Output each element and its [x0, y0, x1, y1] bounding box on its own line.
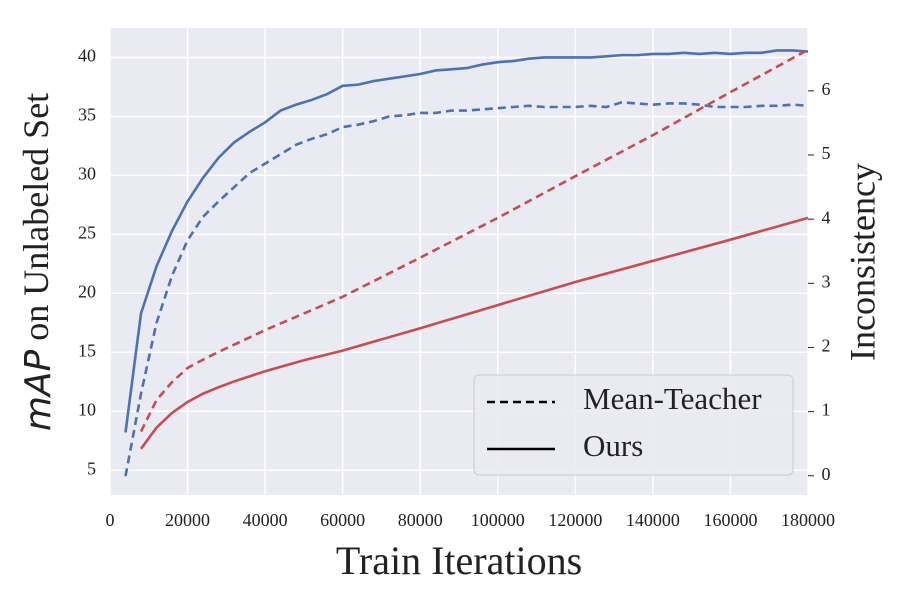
y-tick-label: 20 [78, 281, 96, 301]
x-tick-label: 100000 [471, 510, 525, 530]
y2-tick-label: 6 [822, 79, 831, 99]
y2-tick-label: 1 [822, 400, 831, 420]
lines [124, 48, 809, 477]
y2-tick-label: 0 [822, 464, 831, 484]
series-line [124, 100, 809, 477]
x-tick-label: 120000 [548, 510, 602, 530]
y2-tick-label: 4 [822, 207, 831, 227]
x-axis-label: Train Iterations [336, 538, 582, 583]
legend: Mean-Teacher Ours [473, 374, 794, 476]
y2-axis-label: Inconsistency [842, 163, 882, 361]
x-tick-label: 180000 [781, 510, 835, 530]
y2-tick-label: 2 [822, 336, 831, 356]
y-tick-label: 5 [87, 458, 96, 478]
y2-tick-label: 5 [822, 143, 831, 163]
x-tick-label: 0 [106, 510, 115, 530]
x-tick-label: 160000 [703, 510, 757, 530]
y-axis-label: mAP on Unlabeled Set [16, 93, 59, 431]
y-tick-label: 25 [78, 223, 96, 243]
series-line [139, 216, 809, 450]
y-axis-label-italic: mAP [18, 349, 59, 431]
x-tick-label: 60000 [320, 510, 365, 530]
y-axis-label-text: on Unlabeled Set [16, 93, 56, 341]
series-line [124, 49, 809, 433]
y-tick-label: 30 [78, 164, 96, 184]
x-tick-label: 140000 [626, 510, 680, 530]
y2-tick-label: 3 [822, 271, 831, 291]
y-tick-label: 10 [78, 399, 96, 419]
x-tick-label: 40000 [243, 510, 288, 530]
series-line [139, 48, 809, 433]
legend-label: Ours [583, 428, 643, 463]
x-tick-label: 20000 [165, 510, 210, 530]
y-tick-label: 15 [78, 340, 96, 360]
x-tick-label: 80000 [398, 510, 443, 530]
legend-label: Mean-Teacher [583, 381, 762, 416]
y-tick-label: 35 [78, 105, 96, 125]
y-tick-label: 40 [78, 46, 96, 66]
